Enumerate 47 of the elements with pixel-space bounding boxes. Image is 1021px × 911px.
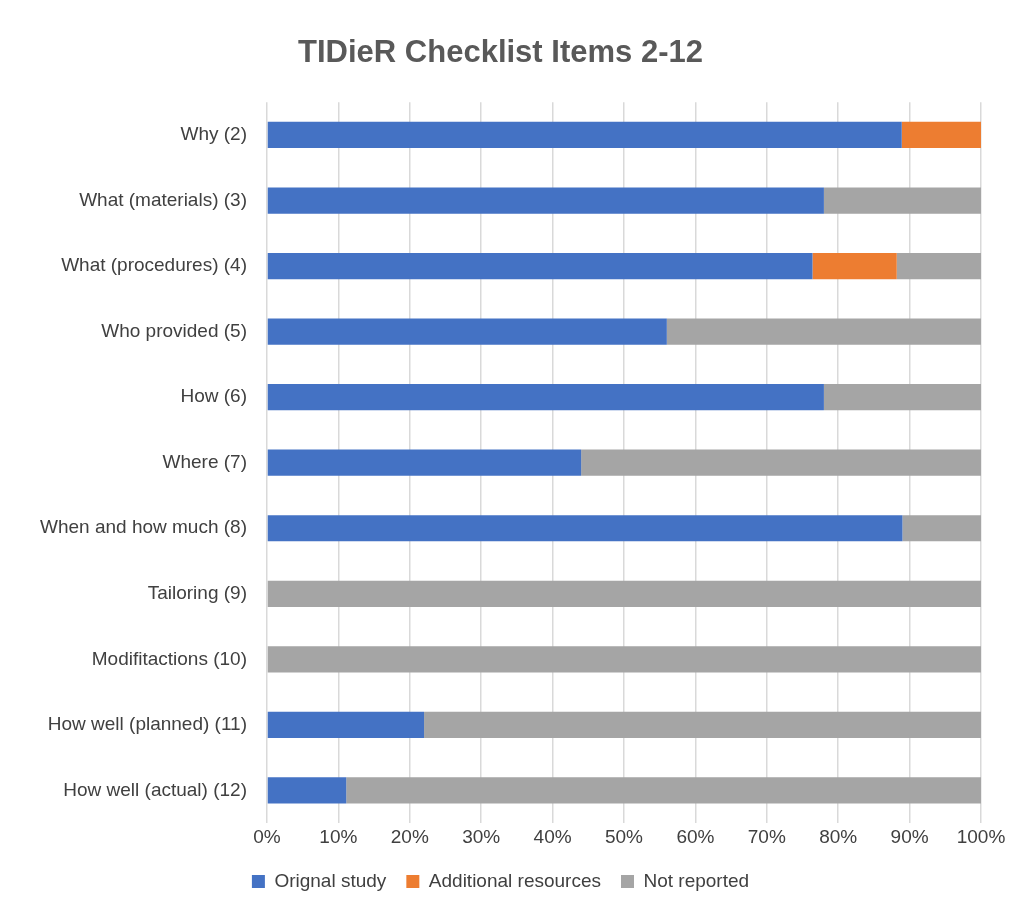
- y-tick-label: What (materials) (3): [79, 188, 247, 210]
- x-tick-label: 60%: [676, 825, 715, 847]
- bar: [424, 711, 981, 738]
- x-tick-label: 40%: [533, 825, 572, 847]
- bar: [581, 449, 981, 476]
- bar: [267, 646, 981, 673]
- bar: [267, 515, 903, 542]
- bar: [902, 515, 981, 542]
- y-tick-label: Who provided (5): [101, 319, 247, 341]
- y-tick-label: When and how much (8): [39, 516, 247, 538]
- chart-title: TIDieR Checklist Items 2-12: [298, 34, 703, 70]
- y-tick-label: Tailoring (9): [147, 582, 247, 604]
- bar: [666, 318, 981, 345]
- bar: [267, 449, 582, 476]
- y-tick-label: How (6): [180, 385, 247, 407]
- legend-label: Additional resources: [428, 869, 601, 891]
- y-tick-label: How well (planned) (11): [47, 713, 247, 735]
- x-tick-label: 10%: [319, 825, 358, 847]
- y-tick-label: Why (2): [180, 123, 247, 145]
- y-tick-label: What (procedures) (4): [61, 254, 247, 276]
- bar: [896, 252, 981, 280]
- legend-label: Orignal study: [274, 869, 387, 891]
- y-tick-label: How well (actual) (12): [63, 778, 247, 800]
- bar: [267, 777, 347, 804]
- x-tick-label: 20%: [390, 825, 429, 847]
- bar: [267, 187, 824, 214]
- legend-label: Not reported: [643, 869, 750, 891]
- bar: [267, 121, 902, 149]
- x-tick-label: 100%: [956, 825, 1006, 847]
- bar: [901, 121, 981, 149]
- x-tick-label: 80%: [819, 825, 858, 847]
- x-tick-label: 90%: [890, 825, 929, 847]
- bar: [267, 318, 667, 345]
- bar: [823, 384, 981, 411]
- x-tick-label: 0%: [253, 825, 281, 847]
- x-tick-label: 30%: [462, 825, 501, 847]
- bar: [812, 252, 897, 280]
- bar: [346, 777, 981, 804]
- bar: [267, 580, 981, 607]
- y-tick-label: Where (7): [162, 450, 247, 472]
- y-tick-label: Modifitactions (10): [91, 647, 247, 669]
- bar: [267, 384, 824, 411]
- bar: [267, 711, 425, 738]
- bar: [823, 187, 981, 214]
- x-tick-label: 70%: [747, 825, 786, 847]
- bar: [267, 252, 813, 280]
- x-tick-label: 50%: [604, 825, 644, 847]
